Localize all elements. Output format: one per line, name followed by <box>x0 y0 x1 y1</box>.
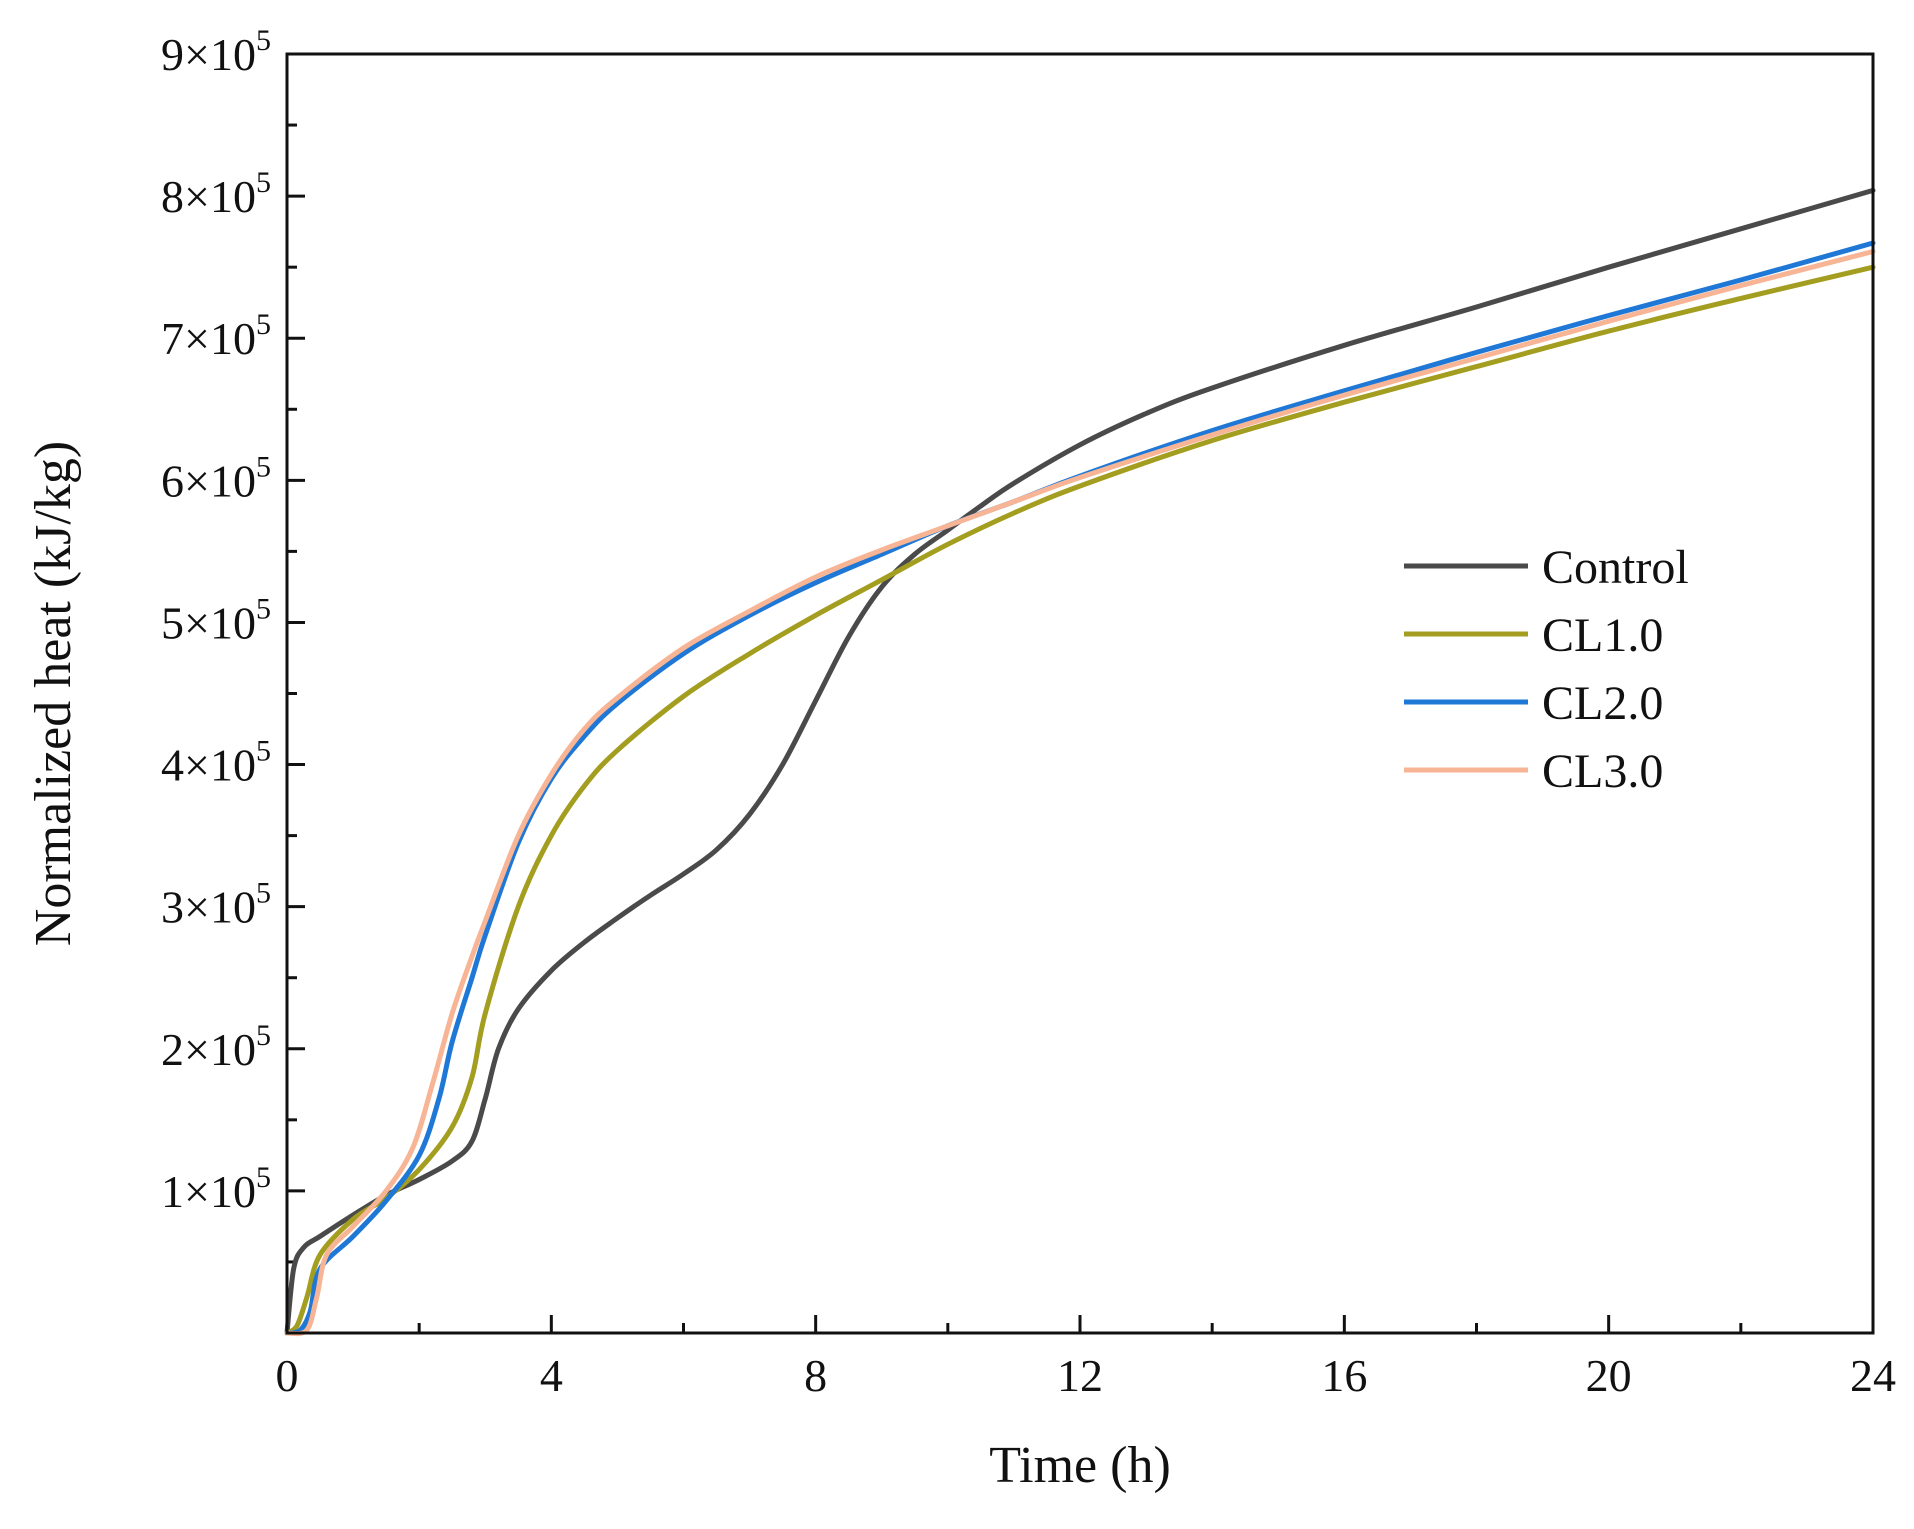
y-axis-ticks: 1×1052×1053×1054×1055×1056×1057×1058×105… <box>161 24 305 1264</box>
legend: Control CL1.0 CL2.0 CL3.0 <box>1404 541 1689 798</box>
series-line-cl3-0 <box>284 249 1876 1337</box>
x-axis-ticks: 0 4 8 12 16 20 24 <box>276 1315 1896 1401</box>
y-tick-times: ×10 <box>184 455 256 506</box>
x-tick-label: 24 <box>1850 1350 1896 1401</box>
x-tick-label: 8 <box>804 1350 827 1401</box>
legend-label: CL3.0 <box>1542 745 1663 798</box>
x-axis-title: Time (h) <box>989 1437 1171 1494</box>
y-tick-label: 8×105 <box>161 166 271 222</box>
y-tick-mantissa: 3 <box>161 882 184 933</box>
y-tick-times: ×10 <box>184 1166 256 1217</box>
y-tick-times: ×10 <box>184 597 256 648</box>
y-tick-label: 1×105 <box>161 1161 271 1217</box>
x-tick-label: 20 <box>1586 1350 1632 1401</box>
legend-label: CL2.0 <box>1542 677 1663 730</box>
y-tick-mantissa: 5 <box>161 597 184 648</box>
y-axis-title: Normalized heat (kJ/kg) <box>25 441 82 946</box>
x-tick-label: 16 <box>1321 1350 1367 1401</box>
legend-label: CL1.0 <box>1542 609 1663 662</box>
series-line-cl1-0 <box>284 264 1876 1336</box>
y-tick-times: ×10 <box>184 29 256 80</box>
x-tick-label: 0 <box>276 1350 299 1401</box>
y-tick-label: 9×105 <box>161 24 271 80</box>
y-tick-mantissa: 9 <box>161 29 184 80</box>
y-tick-mantissa: 2 <box>161 1024 184 1075</box>
y-tick-mantissa: 8 <box>161 171 184 222</box>
y-tick-times: ×10 <box>184 1024 256 1075</box>
x-tick-label: 12 <box>1057 1350 1103 1401</box>
y-tick-label: 2×105 <box>161 1019 271 1075</box>
y-tick-exponent: 5 <box>256 450 271 483</box>
y-tick-exponent: 5 <box>256 735 271 768</box>
x-tick-label: 4 <box>540 1350 563 1401</box>
y-tick-exponent: 5 <box>256 877 271 910</box>
y-tick-label: 7×105 <box>161 308 271 364</box>
plot-frame <box>285 52 1875 1335</box>
y-tick-times: ×10 <box>184 740 256 791</box>
y-tick-exponent: 5 <box>256 308 271 341</box>
y-tick-times: ×10 <box>184 171 256 222</box>
legend-label: Control <box>1542 541 1689 594</box>
y-tick-label: 4×105 <box>161 735 271 791</box>
series-lines <box>284 187 1876 1337</box>
y-tick-times: ×10 <box>184 882 256 933</box>
series-line-cl2-0 <box>284 240 1876 1336</box>
y-tick-label: 5×105 <box>161 592 271 648</box>
y-tick-exponent: 5 <box>256 592 271 625</box>
y-tick-mantissa: 7 <box>161 313 184 364</box>
y-tick-exponent: 5 <box>256 1019 271 1052</box>
y-tick-exponent: 5 <box>256 24 271 57</box>
y-tick-exponent: 5 <box>256 1161 271 1194</box>
y-tick-times: ×10 <box>184 313 256 364</box>
y-tick-mantissa: 4 <box>161 740 184 791</box>
y-tick-label: 3×105 <box>161 877 271 933</box>
series-line-control <box>284 187 1876 1336</box>
y-tick-mantissa: 1 <box>161 1166 184 1217</box>
y-tick-label: 6×105 <box>161 450 271 506</box>
y-tick-exponent: 5 <box>256 166 271 199</box>
y-tick-mantissa: 6 <box>161 455 184 506</box>
